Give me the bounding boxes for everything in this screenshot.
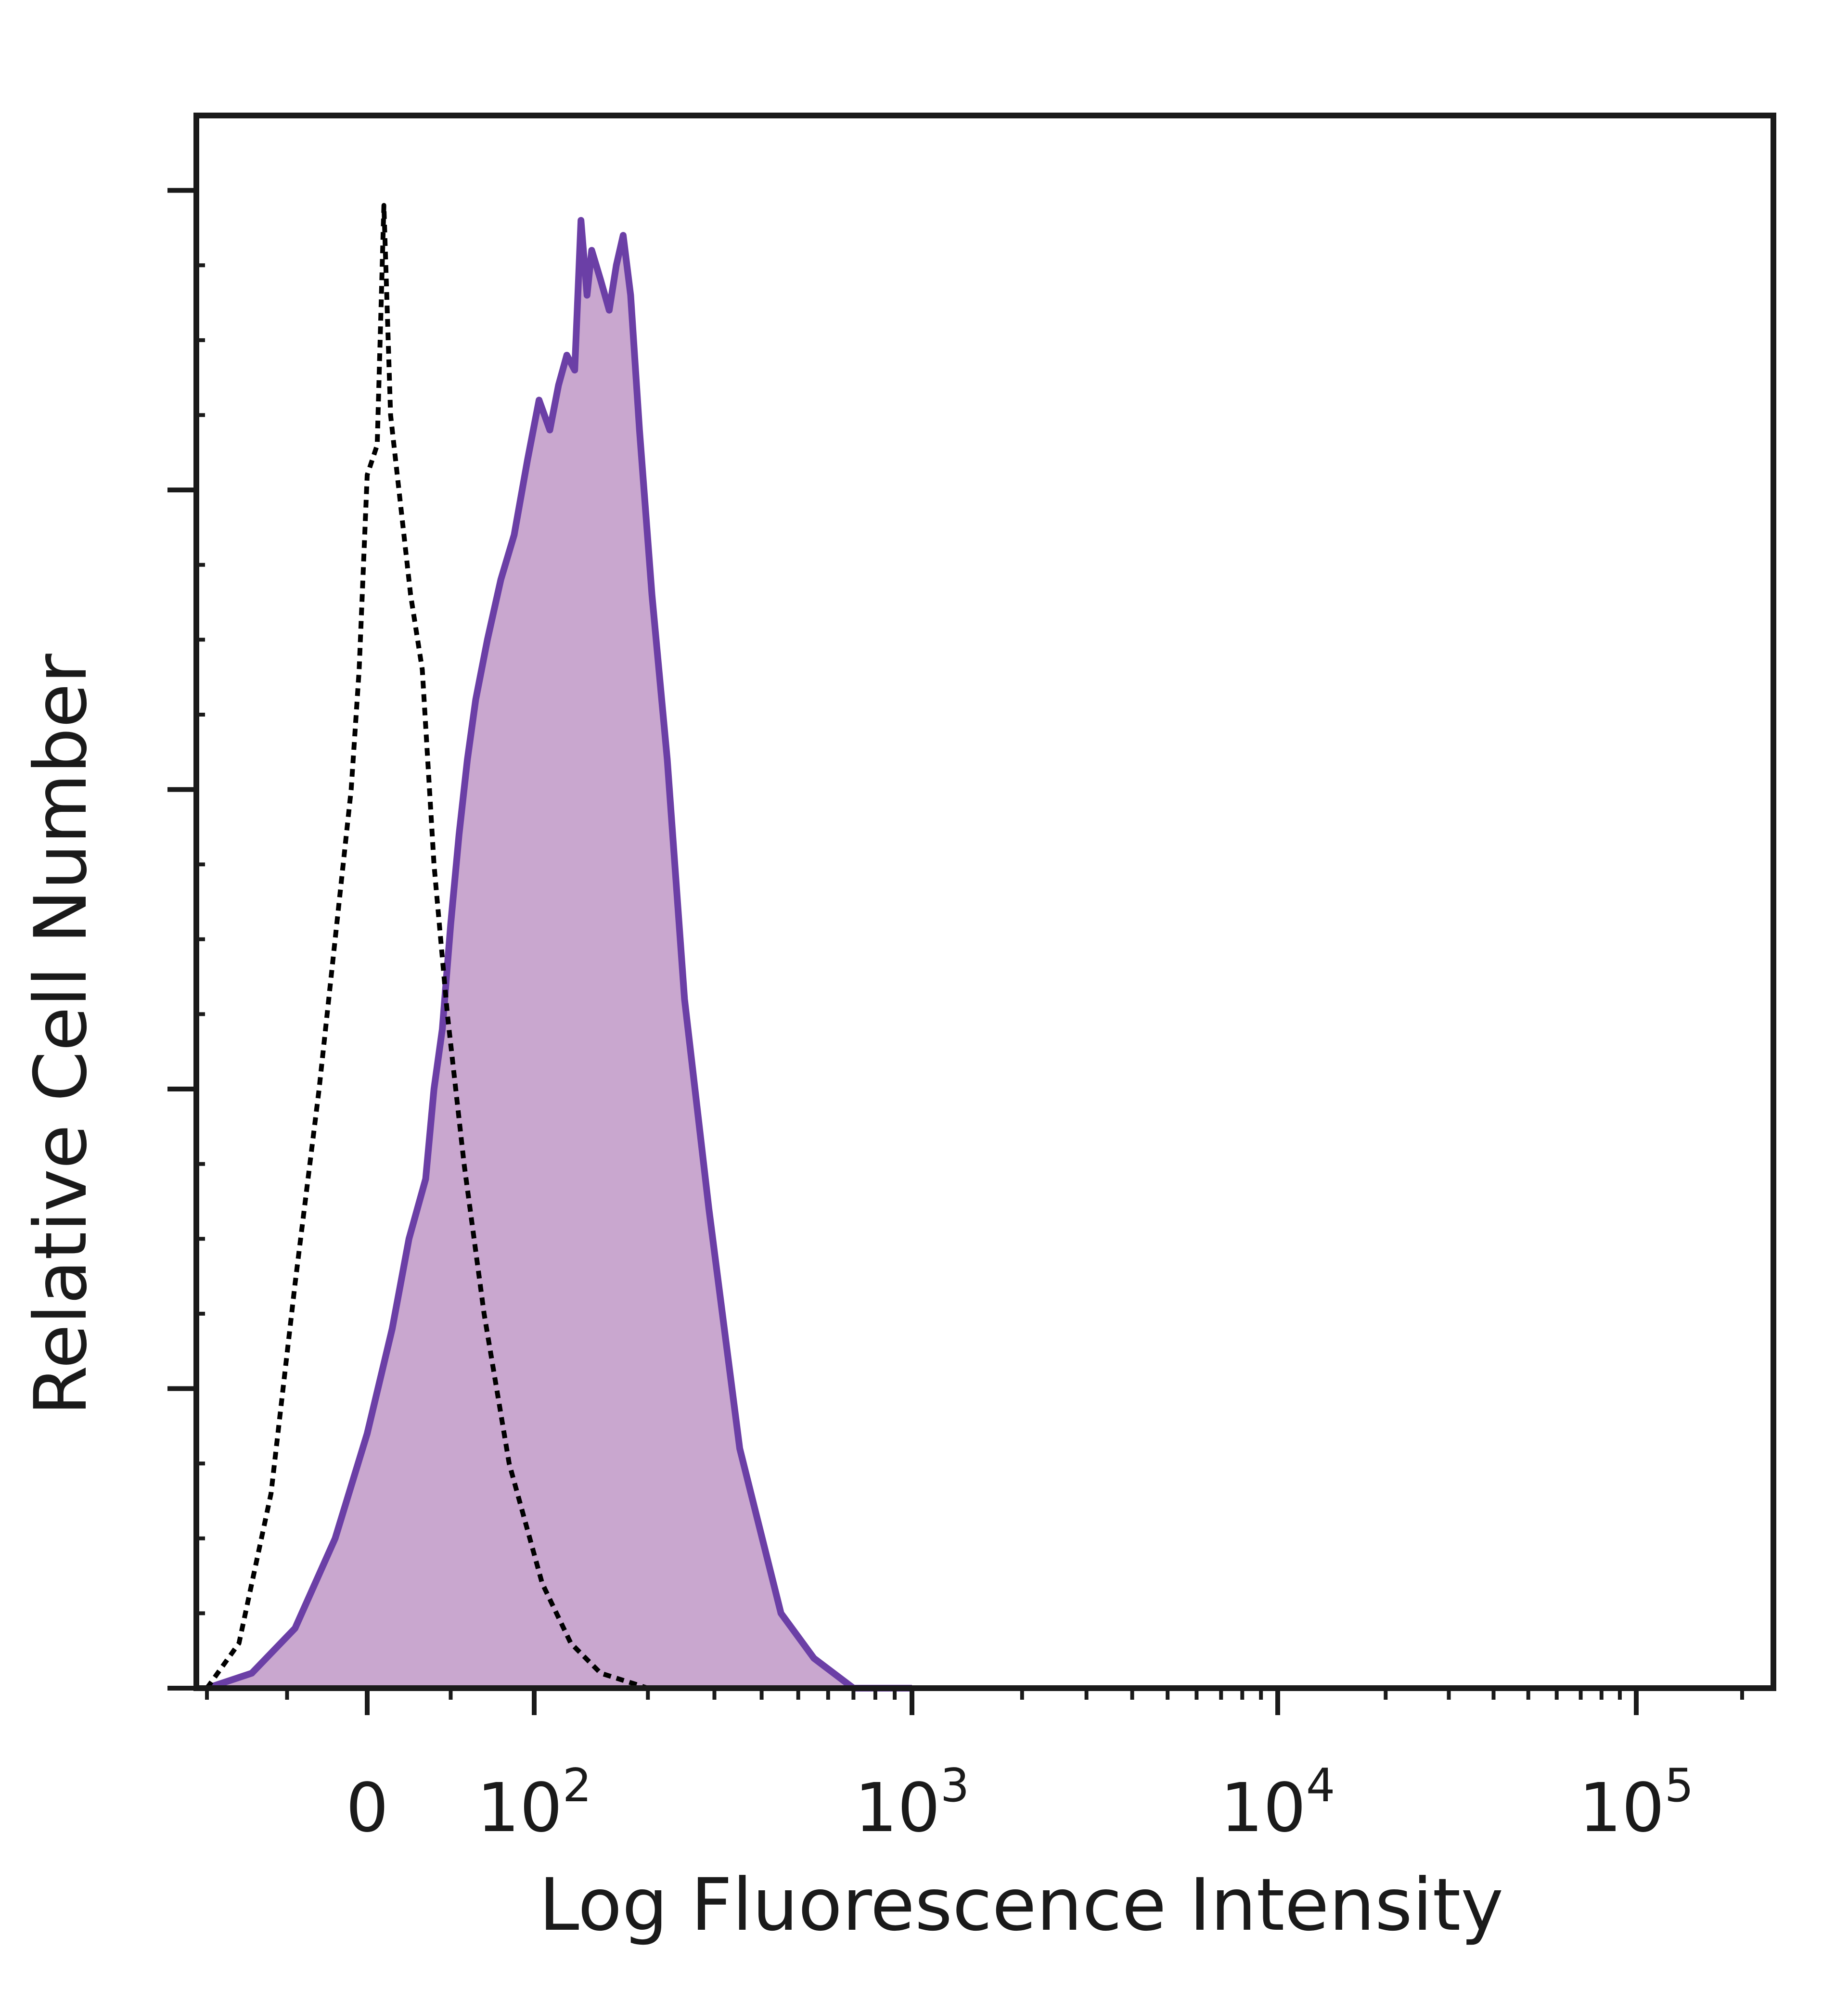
- y-axis-label: Relative Cell Number: [19, 654, 103, 1416]
- series-layer: [205, 203, 912, 1692]
- x-tick-label: 102: [477, 1759, 592, 1847]
- x-tick-label-base: 10: [1220, 1769, 1306, 1847]
- x-tick-label: 103: [855, 1759, 970, 1847]
- x-tick-label-exponent: 5: [1665, 1759, 1694, 1812]
- x-tick-label-base: 10: [1579, 1769, 1665, 1847]
- stained-histogram-line: [205, 217, 912, 1692]
- x-tick-label-base: 0: [346, 1769, 388, 1847]
- y-axis-ticks: [167, 188, 205, 1691]
- x-tick-label-base: 10: [477, 1769, 563, 1847]
- x-tick-label-exponent: 4: [1306, 1759, 1335, 1812]
- x-tick-label-exponent: 2: [563, 1759, 591, 1812]
- x-axis-tick-labels: 0 102 103 104 105: [346, 1759, 1694, 1847]
- x-tick-label: 0: [346, 1769, 388, 1847]
- x-tick-label-exponent: 3: [940, 1759, 969, 1812]
- plot-frame: [193, 113, 1776, 1691]
- x-tick-label: 104: [1220, 1759, 1335, 1847]
- x-tick-label-base: 10: [855, 1769, 940, 1847]
- x-tick-label: 105: [1579, 1759, 1694, 1847]
- stained-histogram-fill: [207, 220, 912, 1689]
- x-axis-label: Log Fluorescence Intensity: [539, 1863, 1503, 1947]
